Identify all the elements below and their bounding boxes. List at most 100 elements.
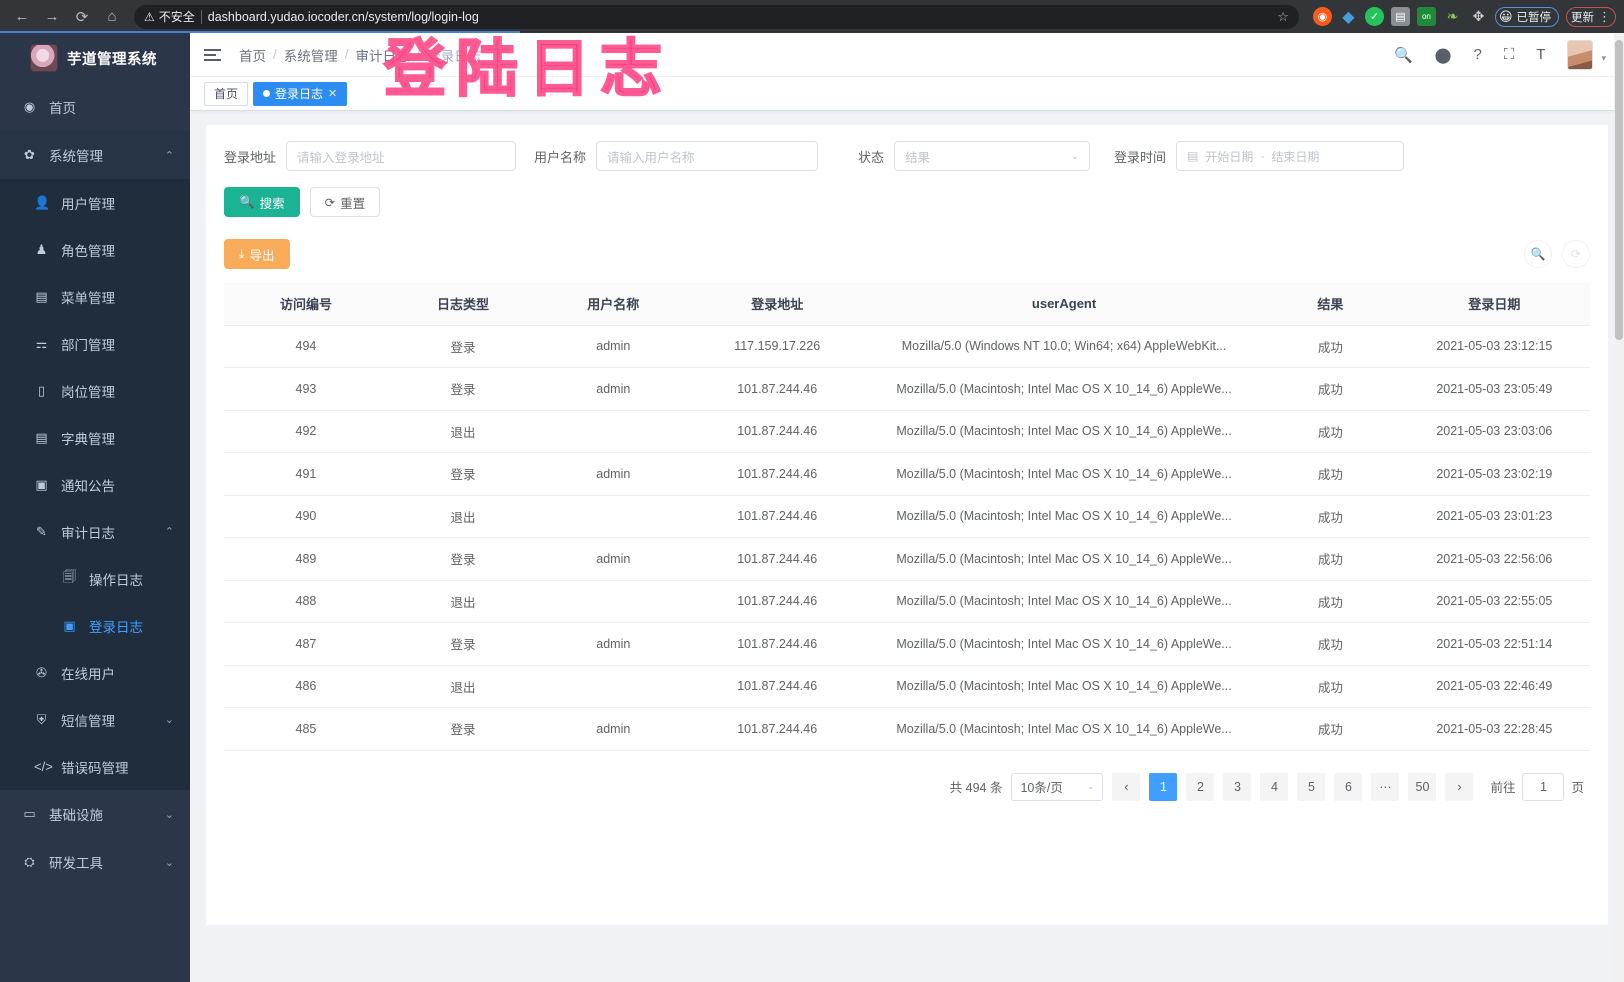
page-button-6[interactable]: 6 [1334, 772, 1363, 801]
page-button-3[interactable]: 3 [1223, 772, 1252, 801]
sidebar-item-operation-log[interactable]: 🗐 操作日志 [0, 555, 190, 602]
security-indicator[interactable]: ⚠ 不安全 [144, 8, 195, 25]
prev-page-button[interactable]: ‹ [1112, 772, 1141, 801]
page-button-1[interactable]: 1 [1149, 772, 1178, 801]
on-badge-icon[interactable]: on [1416, 7, 1436, 26]
forward-icon[interactable]: → [44, 8, 60, 25]
cell-user-agent: Mozilla/5.0 (Macintosh; Intel Mac OS X 1… [865, 665, 1263, 708]
breadcrumb-item-system[interactable]: 系统管理 [283, 48, 338, 64]
col-user-agent[interactable]: userAgent [865, 283, 1263, 326]
sidebar-item-menus[interactable]: ▤ 菜单管理 [0, 273, 190, 320]
table-row[interactable]: 486 退出 101.87.244.46 Mozilla/5.0 (Macintosh… [224, 665, 1590, 708]
tag-login-log[interactable]: 登录日志 ✕ [253, 81, 348, 106]
table-row[interactable]: 490 退出 101.87.244.46 Mozilla/5.0 (Macintosh… [224, 495, 1590, 538]
hamburger-icon[interactable] [204, 48, 221, 61]
sidebar-item-error-codes[interactable]: </> 错误码管理 [0, 743, 190, 790]
green-check-icon[interactable]: ✓ [1364, 7, 1384, 26]
table-row[interactable]: 487 登录 admin 101.87.244.46 Mozilla/5.0 (Maci… [224, 622, 1590, 666]
reset-button[interactable]: ⟳ 重置 [309, 187, 381, 217]
jump-input[interactable]: 1 [1522, 772, 1565, 801]
cell-login-date: 2021-05-03 23:01:23 [1398, 495, 1590, 538]
sidebar-item-notices[interactable]: ▣ 通知公告 [0, 461, 190, 508]
col-access-id[interactable]: 访问编号 [224, 283, 388, 326]
leaf-icon[interactable]: ❧ [1446, 8, 1459, 24]
cell-login-ip: 101.87.244.46 [688, 495, 866, 538]
tag-home[interactable]: 首页 [204, 81, 249, 106]
sidebar-item-online-users[interactable]: ✇ 在线用户 [0, 649, 190, 696]
sidebar-item-users[interactable]: 👤 用户管理 [0, 179, 190, 226]
page-size-select[interactable]: 10条/页 ⌄ [1011, 772, 1104, 801]
help-icon[interactable]: ? [1473, 46, 1482, 63]
sidebar-item-positions[interactable]: ▯ 岗位管理 [0, 367, 190, 414]
start-date-placeholder[interactable]: 开始日期 [1205, 149, 1254, 164]
page-scrollbar-thumb[interactable] [1615, 40, 1623, 340]
bookmark-star-icon[interactable]: ☆ [1277, 8, 1289, 24]
search-icon[interactable]: 🔍 [1393, 46, 1413, 64]
col-login-ip[interactable]: 登录地址 [688, 283, 866, 326]
col-log-type[interactable]: 日志类型 [387, 283, 539, 326]
breadcrumb-item-audit-log[interactable]: 审计日志 [355, 48, 410, 64]
table-row[interactable]: 492 退出 101.87.244.46 Mozilla/5.0 (Macintosh… [224, 410, 1590, 453]
orange-circle-icon[interactable]: ◉ [1312, 7, 1332, 26]
blue-diamond-icon[interactable]: ◆ [1342, 8, 1355, 26]
table-row[interactable]: 488 退出 101.87.244.46 Mozilla/5.0 (Macintosh… [224, 580, 1590, 623]
page-button-2[interactable]: 2 [1186, 772, 1215, 801]
sidebar-item-dev-tools[interactable]: ⛭ 研发工具 ⌄ [0, 838, 190, 886]
end-date-placeholder[interactable]: 结束日期 [1271, 149, 1320, 164]
sidebar-item-login-log[interactable]: ▣ 登录日志 [0, 602, 190, 649]
font-size-icon[interactable]: T [1536, 46, 1546, 63]
sidebar-item-system[interactable]: ✿ 系统管理 ⌃ [0, 131, 190, 179]
table-toolbar: ⤓ 导出 🔍 ⟳ [224, 239, 1590, 269]
page-scrollbar-track[interactable] [1614, 33, 1624, 982]
close-icon[interactable]: ✕ [328, 88, 338, 100]
sidebar-logo[interactable]: 芋道管理系统 [0, 33, 190, 83]
col-username[interactable]: 用户名称 [538, 283, 689, 326]
sidebar-item-dictionary[interactable]: ▤ 字典管理 [0, 414, 190, 461]
page-button-5[interactable]: 5 [1297, 772, 1326, 801]
table-row[interactable]: 485 登录 admin 101.87.244.46 Mozilla/5.0 (Maci… [224, 707, 1590, 751]
page-button-4[interactable]: 4 [1260, 772, 1289, 801]
update-pill[interactable]: 更新 ⋮ [1566, 6, 1616, 27]
login-time-daterange[interactable]: ▤ 开始日期 - 结束日期 [1176, 141, 1405, 171]
refresh-icon[interactable]: ⟳ [1562, 240, 1590, 268]
github-icon[interactable]: ⬤ [1434, 46, 1452, 64]
sidebar-item-infrastructure[interactable]: ▭ 基础设施 ⌄ [0, 790, 190, 838]
kebab-menu-icon[interactable]: ⋮ [1598, 9, 1611, 24]
col-result[interactable]: 结果 [1262, 283, 1399, 326]
home-icon[interactable]: ⌂ [107, 8, 117, 25]
table-row[interactable]: 491 登录 admin 101.87.244.46 Mozilla/5.0 (Maci… [224, 452, 1590, 496]
paused-pill[interactable]: 😀 已暂停 [1494, 6, 1559, 27]
toggle-search-icon[interactable]: 🔍 [1524, 240, 1552, 268]
extension-icons: ◉ ◆ ✓ ▤ on ❧ ✥ 😀 已暂停 更新 ⋮ [1307, 6, 1616, 27]
address-bar[interactable]: ⚠ 不安全 dashboard.yudao.iocoder.cn/system/… [134, 4, 1299, 29]
search-button[interactable]: 🔍 搜索 [224, 187, 300, 217]
table-row[interactable]: 494 登录 admin 117.159.17.226 Mozilla/5.0 (Win… [224, 325, 1590, 368]
sidebar-item-home[interactable]: ◉ 首页 [0, 83, 190, 131]
col-login-date[interactable]: 登录日期 [1398, 283, 1590, 326]
page-button-50[interactable]: 50 [1408, 772, 1437, 801]
blue-doc-icon[interactable]: ▤ [1390, 7, 1410, 26]
login-address-input[interactable]: 请输入登录地址 [286, 141, 517, 171]
next-page-button[interactable]: › [1445, 772, 1474, 801]
username-input[interactable]: 请输入用户名称 [596, 141, 819, 171]
avatar[interactable] [1567, 39, 1594, 70]
puzzle-icon[interactable]: ✥ [1472, 8, 1485, 24]
reload-icon[interactable]: ⟳ [75, 8, 89, 26]
cell-user-agent: Mozilla/5.0 (Macintosh; Intel Mac OS X 1… [865, 622, 1263, 666]
page-ellipsis[interactable]: ··· [1371, 772, 1400, 801]
table-row[interactable]: 493 登录 admin 101.87.244.46 Mozilla/5.0 (Maci… [224, 367, 1590, 411]
cell-login-date: 2021-05-03 23:05:49 [1398, 367, 1590, 411]
back-icon[interactable]: ← [14, 8, 30, 25]
chevron-down-icon[interactable]: ▾ [1601, 52, 1606, 63]
field-login-time: 登录时间 ▤ 开始日期 - 结束日期 [1114, 141, 1405, 171]
fullscreen-icon[interactable]: ⛶ [1503, 46, 1515, 63]
sidebar-item-departments[interactable]: ⚎ 部门管理 [0, 320, 190, 367]
table-row[interactable]: 489 登录 admin 101.87.244.46 Mozilla/5.0 (Maci… [224, 537, 1590, 581]
sidebar-item-sms[interactable]: ⛨ 短信管理 ⌄ [0, 696, 190, 743]
breadcrumb-item-home[interactable]: 首页 [239, 48, 266, 64]
status-select[interactable]: 结果 ⌄ [894, 141, 1091, 171]
sidebar-item-audit-log[interactable]: ✎ 审计日志 ⌃ [0, 508, 190, 555]
sidebar-item-roles[interactable]: ♟ 角色管理 [0, 226, 190, 273]
export-button[interactable]: ⤓ 导出 [224, 239, 290, 269]
breadcrumb-separator: / [344, 47, 349, 62]
